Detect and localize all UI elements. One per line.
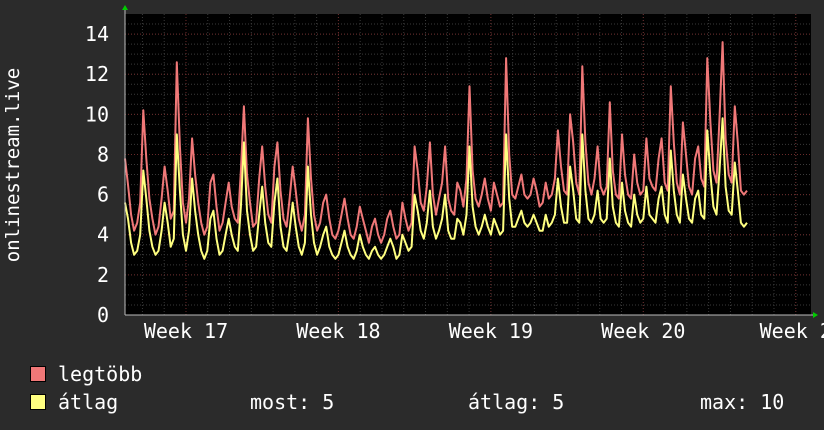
y-tick-label: 2 — [97, 263, 109, 287]
y-axis-label: onlinestream.live — [2, 68, 24, 262]
x-tick-label: Week 20 — [601, 319, 685, 343]
stat-now: most: 5 — [250, 390, 335, 414]
axes-layer — [122, 5, 818, 318]
x-tick-label: Week 18 — [296, 319, 380, 343]
stat-average: átlag: 5 — [468, 390, 565, 414]
y-tick-label: 10 — [85, 102, 109, 126]
legend-swatch-avg — [30, 394, 46, 410]
y-tick-label: 14 — [85, 22, 109, 46]
tick-layer: 0 2 4 6 8 10 12 14 Week 17 Week 18 Week 19 Week 20 W… — [85, 22, 824, 343]
legend-swatch-max — [30, 366, 46, 382]
y-tick-label: 0 — [97, 303, 109, 327]
y-tick-label: 4 — [97, 223, 109, 247]
stat-max: max: 10 — [700, 390, 785, 414]
y-axis-arrow — [122, 5, 128, 10]
x-tick-label: Week 19 — [449, 319, 533, 343]
x-tick-label: Week 2 — [760, 319, 824, 343]
legend-label-avg: átlag — [58, 390, 119, 414]
y-tick-label: 6 — [97, 183, 109, 207]
y-tick-label: 12 — [85, 62, 109, 86]
series-line-avg — [124, 117, 748, 260]
series-layer — [124, 41, 748, 260]
series-line-max — [124, 41, 748, 244]
legend-row-avg: átlag most: 5 átlag: 5 max: 10 — [30, 390, 810, 414]
legend-label-max: legtöbb — [58, 362, 143, 386]
x-tick-label: Week 17 — [144, 319, 228, 343]
y-tick-label: 8 — [97, 142, 109, 166]
x-axis-arrow — [813, 312, 818, 318]
